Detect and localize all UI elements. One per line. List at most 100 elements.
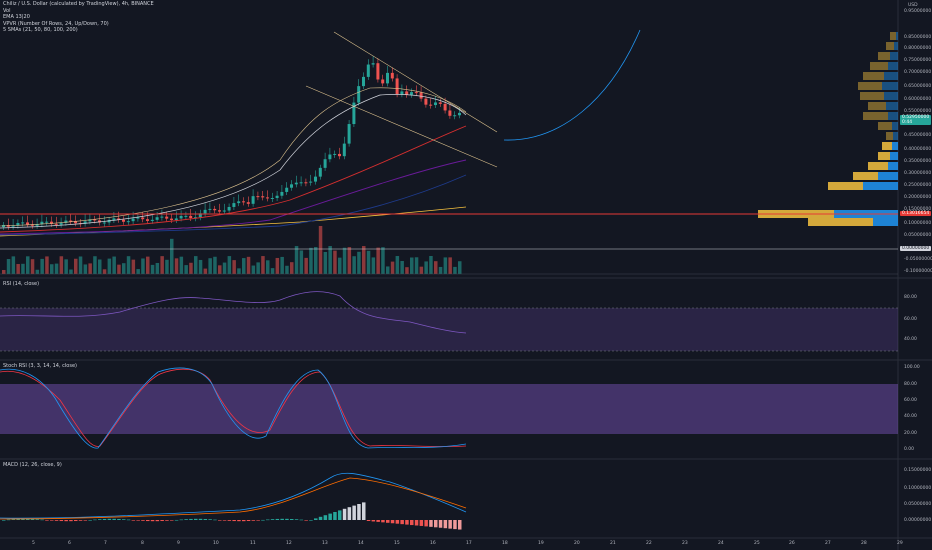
- price-tick-16: 0.05000000: [904, 233, 932, 238]
- volume-bar: [266, 260, 270, 274]
- time-tick-3: 8: [141, 541, 144, 546]
- volume-bar: [242, 258, 246, 274]
- volume-profile-down-row: [890, 32, 896, 40]
- volume-bar: [69, 269, 73, 274]
- candlesticks[interactable]: [2, 56, 461, 230]
- macd-tick-1: 0.10000000: [904, 486, 932, 491]
- volume-bar: [112, 256, 116, 274]
- volume-bar: [160, 256, 164, 274]
- volume-bar: [11, 256, 16, 274]
- macd-histogram-bar: [294, 519, 299, 520]
- macd-tick-2: 0.05000000: [904, 502, 932, 507]
- macd-histogram-bar: [59, 520, 64, 522]
- macd-signal-line: [0, 477, 467, 520]
- volume-bar: [136, 269, 140, 274]
- volume-bar: [227, 256, 232, 274]
- volume-profile-down-row: [886, 42, 894, 50]
- macd-histogram-bar: [362, 502, 366, 520]
- stoch-k-line: [0, 367, 467, 449]
- macd-histogram-bar: [251, 520, 256, 521]
- candle-body: [290, 184, 293, 188]
- macd-histogram-bar: [227, 520, 232, 521]
- price-tick-2: 0.80000000: [904, 46, 932, 51]
- volume-profile-down-row: [863, 112, 888, 120]
- volume-bar: [333, 250, 337, 274]
- volume-bar: [362, 246, 366, 274]
- candle-body: [88, 219, 92, 222]
- volume-bar: [141, 258, 145, 274]
- candle-body: [213, 208, 217, 211]
- rsi-tick-2: 40.00: [904, 337, 917, 342]
- macd-label[interactable]: MACD (12, 26, close, 9): [3, 462, 62, 468]
- volume-profile-up-row: [892, 122, 898, 130]
- volume-bar: [458, 261, 462, 274]
- candle-body: [280, 191, 284, 196]
- candle-body: [98, 220, 101, 223]
- macd-histogram-bar: [222, 520, 227, 521]
- volume-bar: [366, 250, 371, 274]
- volume-bar: [208, 258, 212, 274]
- time-tick-17: 22: [646, 541, 652, 546]
- stoch-tick-4: 20.00: [904, 431, 917, 436]
- rsi-label[interactable]: RSI (14, close): [3, 281, 40, 287]
- macd-histogram-bar: [74, 520, 78, 522]
- volume-bar: [261, 256, 265, 274]
- stoch-label[interactable]: Stoch RSI (3, 3, 14, 14, close): [3, 363, 77, 369]
- candle-body: [174, 218, 178, 220]
- volume-profile-up-row: [882, 82, 898, 90]
- lower-trendline[interactable]: [305, 85, 498, 168]
- macd-histogram-bar: [213, 519, 217, 521]
- candle-body: [160, 216, 164, 218]
- candle-body: [16, 223, 20, 226]
- upper-trendline[interactable]: [333, 31, 498, 133]
- macd-histogram-bar: [26, 518, 30, 520]
- macd-histogram-bar: [2, 520, 6, 521]
- macd-tick-0: 0.15000000: [904, 468, 932, 473]
- volume-bar: [285, 265, 289, 274]
- volume-bar: [117, 264, 121, 274]
- volume-profile-up-row: [886, 102, 898, 110]
- rsi-line: [0, 291, 467, 334]
- projection-curve[interactable]: [503, 29, 641, 141]
- volume-profile-down-row: [878, 122, 892, 130]
- volume-bar: [299, 250, 304, 274]
- volume-profile-down-row: [853, 172, 878, 180]
- macd-histogram-bar: [304, 520, 308, 521]
- candle-body: [45, 221, 49, 223]
- candle-body: [318, 167, 322, 177]
- macd-histogram-bar: [150, 520, 155, 522]
- volume-bar: [347, 247, 352, 274]
- volume-profile-up-row: [894, 42, 898, 50]
- candle-body: [410, 92, 413, 95]
- volume-bar: [390, 261, 395, 274]
- candle-body: [165, 216, 169, 219]
- volume-bar: [232, 260, 236, 274]
- time-tick-5: 10: [213, 541, 219, 546]
- volume-profile-up-row: [888, 62, 898, 70]
- sma-21-line: [0, 94, 467, 229]
- volume-profile-down-row: [863, 72, 884, 80]
- volume-bar: [184, 265, 188, 274]
- volume-bar: [304, 257, 308, 274]
- volume-profile-down-row: [808, 218, 873, 226]
- macd-histogram-bar: [107, 518, 112, 520]
- volume-bar: [26, 256, 30, 274]
- macd-line: [0, 472, 467, 519]
- candle-body: [194, 217, 197, 219]
- candle-body: [314, 176, 317, 182]
- volume-bar: [246, 256, 251, 274]
- volume-profile-up-row: [884, 72, 898, 80]
- legend-vpvr: VPVR (Number Of Rows, 24, Up/Down, 70): [3, 20, 109, 27]
- volume-bar: [395, 256, 400, 274]
- candle-body: [299, 182, 303, 184]
- macd-histogram-bar: [275, 518, 280, 520]
- macd-histogram-bar: [40, 519, 44, 521]
- legend-vol: Vol: [3, 7, 11, 14]
- volume-bar: [126, 256, 131, 274]
- main-legend[interactable]: Chiliz / U.S. Dollar (calculated by Trad…: [3, 1, 154, 34]
- candle-body: [434, 102, 437, 106]
- volume-bar: [213, 256, 217, 274]
- macd-histogram-bar: [314, 518, 318, 520]
